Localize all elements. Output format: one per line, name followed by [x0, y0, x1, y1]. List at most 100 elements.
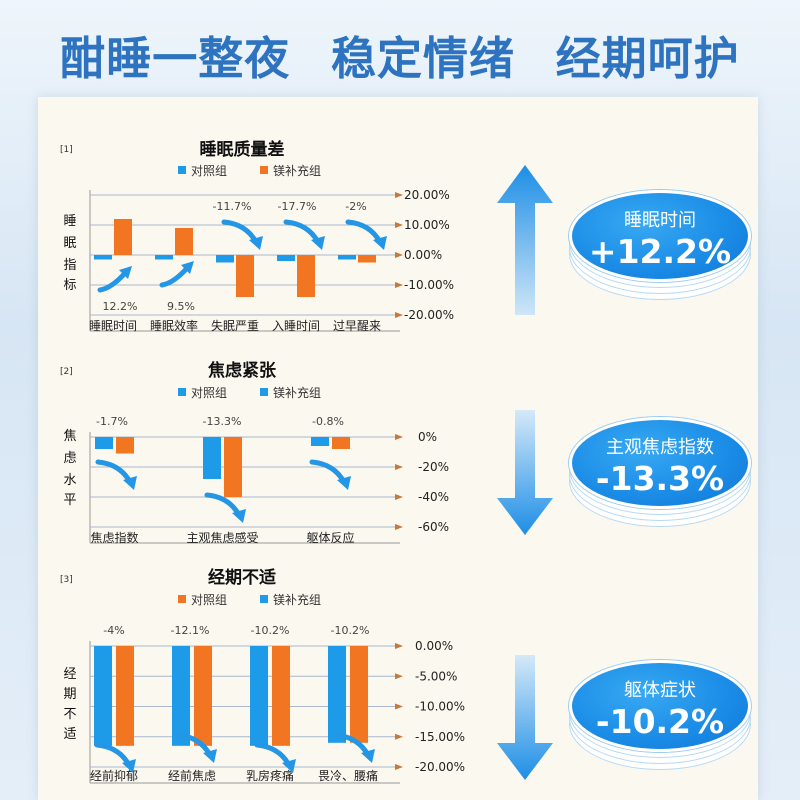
gridline-arrowhead	[395, 282, 403, 288]
gridline-arrowhead	[395, 192, 403, 198]
data-annotation: -11.7%	[213, 200, 252, 213]
bar-control	[155, 255, 173, 260]
trend-up-arrow-icon-head	[181, 261, 194, 274]
gridline-arrowhead	[395, 312, 403, 318]
trend-down-arrow-icon	[204, 492, 242, 518]
trend-down-arrow-icon-head	[203, 749, 217, 763]
y-tick-label: -20%	[418, 460, 449, 474]
trend-down-arrow-icon-head	[282, 759, 296, 773]
trend-down-arrow-icon-head	[232, 509, 246, 523]
bar-control	[203, 437, 221, 479]
x-tick-label: 经前抑郁	[90, 768, 138, 783]
y-tick-label: 10.00%	[404, 218, 450, 232]
y-axis-label-char: 平	[63, 493, 76, 508]
data-annotation: -10.2%	[251, 624, 290, 637]
bar-mg	[297, 255, 315, 297]
y-tick-label: -10.00%	[404, 278, 454, 292]
y-tick-label: 0.00%	[415, 639, 453, 653]
chart-title: 睡眠质量差	[200, 139, 285, 160]
gridline-arrowhead	[395, 673, 403, 680]
y-axis-label-char: 焦	[63, 429, 76, 444]
headline-part-2: 稳定情绪	[330, 32, 515, 85]
y-axis-label-char: 眠	[63, 236, 76, 251]
y-tick-label: -20.00%	[404, 308, 454, 322]
legend-label: 镁补充组	[273, 385, 321, 400]
bar-mg	[224, 437, 242, 497]
bar-control	[328, 646, 346, 743]
bar-control	[94, 646, 112, 746]
data-annotation: 9.5%	[167, 300, 195, 313]
y-tick-label: -5.00%	[415, 669, 457, 683]
x-tick-label: 睡眠时间	[89, 319, 137, 333]
callout-anxiety-index: 主观焦虑指数 -13.3%	[565, 417, 755, 527]
legend-label: 对照组	[191, 164, 227, 178]
trend-down-arrow-icon-head	[249, 236, 263, 250]
y-tick-label: 20.00%	[404, 188, 450, 202]
chart-title: 经期不适	[208, 567, 276, 588]
bar-control	[95, 437, 113, 449]
chart-ref-label: [3]	[60, 575, 73, 585]
y-axis-label-char: 指	[63, 258, 76, 273]
bar-mg	[332, 437, 350, 449]
trend-down-arrow-icon-head	[373, 236, 387, 250]
trend-down-arrow-icon-head	[122, 759, 136, 773]
trend-down-arrow-icon-head	[361, 749, 375, 763]
y-axis-label-char: 适	[63, 727, 76, 742]
bar-mg	[116, 646, 134, 746]
bar-mg	[358, 255, 376, 263]
y-tick-label: -10.00%	[415, 700, 465, 714]
x-tick-label: 入睡时间	[272, 319, 320, 333]
y-tick-label: -40%	[418, 490, 449, 504]
data-annotation: -4%	[103, 624, 124, 637]
callout-value: -13.3%	[595, 459, 725, 498]
gridline-arrowhead	[395, 524, 403, 530]
headline-part-1: 酣睡一整夜	[60, 32, 291, 85]
bar-control	[250, 646, 268, 746]
legend-label: 镁补充组	[273, 163, 321, 178]
bar-control	[172, 646, 190, 746]
data-annotation: -0.8%	[312, 415, 344, 428]
chart-ref-label: [1]	[60, 145, 73, 155]
x-tick-label: 失眠严重	[211, 318, 259, 333]
bar-mg	[236, 255, 254, 297]
data-annotation: 12.2%	[103, 300, 138, 313]
x-tick-label: 躯体反应	[306, 530, 354, 545]
legend-swatch	[260, 388, 268, 396]
bar-mg	[175, 228, 193, 255]
data-annotation: -10.2%	[331, 624, 370, 637]
legend-swatch	[178, 388, 186, 396]
down-arrow-icon	[497, 655, 553, 780]
y-axis-label-char: 虑	[63, 451, 76, 466]
trend-down-arrow-icon	[95, 459, 133, 485]
legend-swatch	[260, 166, 268, 174]
headline-part-3: 经期呵护	[555, 32, 740, 85]
gridline-arrowhead	[395, 643, 403, 649]
chart-ref-label: [2]	[60, 367, 73, 377]
bar-control	[277, 255, 295, 261]
trend-down-arrow-icon-head	[311, 236, 325, 250]
y-axis-label-char: 睡	[63, 214, 76, 229]
x-tick-label: 睡眠效率	[150, 318, 198, 333]
data-annotation: -17.7%	[278, 200, 317, 213]
trend-up-arrow-icon-head	[119, 266, 132, 279]
down-arrow-icon	[497, 410, 553, 535]
legend-swatch	[178, 166, 186, 174]
callout-label: 躯体症状	[624, 680, 696, 701]
gridline-arrowhead	[395, 434, 403, 440]
headline: 酣睡一整夜 稳定情绪 经期呵护	[0, 22, 800, 87]
x-tick-label: 过早醒来	[333, 319, 381, 333]
gridline-arrowhead	[395, 703, 403, 710]
y-axis-label-char: 期	[63, 687, 76, 702]
x-tick-label: 主观焦虑感受	[186, 530, 258, 545]
callout-value: -10.2%	[595, 702, 725, 741]
trend-down-arrow-icon	[309, 459, 347, 485]
data-annotation: -12.1%	[171, 624, 210, 637]
y-axis-label-char: 水	[63, 473, 76, 488]
trend-down-arrow-icon-head	[337, 476, 351, 490]
data-annotation: -13.3%	[203, 415, 242, 428]
y-tick-label: -20.00%	[415, 760, 465, 774]
trend-up-arrow-icon	[159, 264, 191, 288]
callout-label: 主观焦虑指数	[606, 437, 714, 458]
trend-down-arrow-icon	[254, 742, 292, 768]
bar-mg	[116, 437, 134, 454]
